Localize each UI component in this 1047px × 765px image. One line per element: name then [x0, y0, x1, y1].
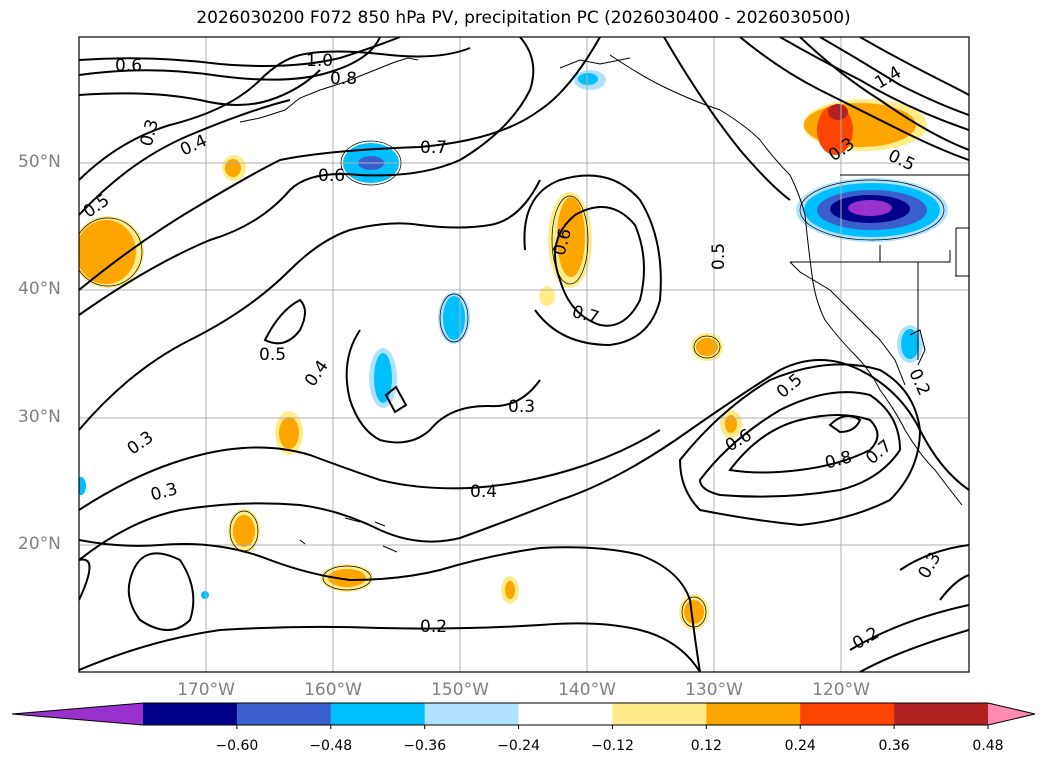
contour-label: 0.5 — [709, 243, 729, 270]
colorbar-tick-label: 0.36 — [878, 738, 910, 754]
plot-border — [78, 36, 970, 673]
colorbar-tick-label: −0.36 — [403, 738, 447, 754]
latitude-label: 30°N — [18, 407, 61, 427]
colorbar-tick-label: −0.12 — [590, 738, 634, 754]
colorbar-tick-label: 0.24 — [784, 738, 816, 754]
latitude-label: 40°N — [18, 279, 61, 299]
contour-label: 0.3 — [508, 397, 535, 417]
contour-label: 0.5 — [259, 345, 286, 365]
latitude-label: 20°N — [18, 534, 61, 554]
contour-label: 0.7 — [420, 138, 447, 158]
contour-label: 0.6 — [115, 56, 142, 76]
coastlines — [239, 54, 969, 553]
contour-label: 0.6 — [318, 166, 345, 186]
longitude-label: 150°W — [431, 680, 489, 700]
latitude-label: 50°N — [18, 152, 61, 172]
colorbar-tick-label: −0.24 — [497, 738, 540, 754]
pv-contours — [79, 37, 969, 672]
colorbar-tick-label: 0.48 — [972, 738, 1004, 754]
colorbar-tick-label: −0.60 — [215, 738, 259, 754]
longitude-label: 140°W — [558, 680, 616, 700]
longitude-label: 160°W — [304, 680, 362, 700]
map-title: 2026030200 F072 850 hPa PV, precipitatio… — [196, 8, 851, 28]
contour-label: 0.4 — [470, 482, 497, 502]
colorbar-tick-label: 0.12 — [690, 738, 722, 754]
contour-label: 0.2 — [420, 617, 447, 637]
longitude-label: 130°W — [685, 680, 743, 700]
gridlines — [79, 37, 969, 672]
longitude-label: 170°W — [177, 680, 235, 700]
longitude-label: 120°W — [812, 680, 870, 700]
contour-label: 0.8 — [330, 69, 357, 89]
contour-label: 1.0 — [306, 51, 333, 71]
colorbar-tick-label: −0.48 — [309, 738, 353, 754]
